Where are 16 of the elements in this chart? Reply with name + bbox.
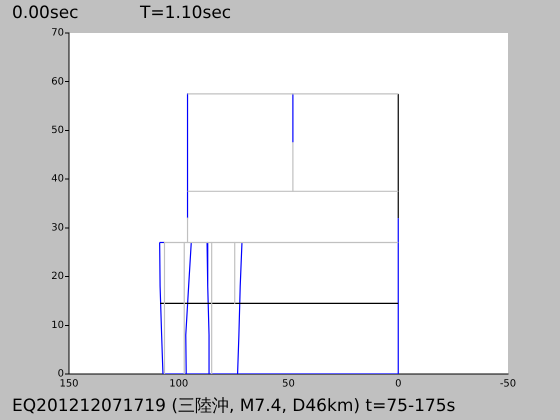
- x-tick-label: 50: [282, 378, 295, 390]
- text: 0.00sec: [12, 3, 79, 23]
- y-tick-label: 20: [51, 271, 64, 282]
- x-tick-label: 100: [169, 378, 188, 390]
- text: EQ201212071719 (三陸沖, M7.4, D46km) t=75-175s: [12, 395, 456, 417]
- x-tick-label: -50: [500, 378, 516, 390]
- y-tick-label: 60: [51, 76, 64, 88]
- x-tick-label: 150: [59, 378, 79, 390]
- y-tick-label: 0: [58, 368, 64, 380]
- chart-title: T=1.10sec: [140, 3, 232, 23]
- y-tick-label: 10: [51, 320, 64, 331]
- y-tick-label: 40: [51, 174, 64, 185]
- y-tick-label: 30: [51, 222, 64, 234]
- x-tick-label: 0: [395, 378, 402, 390]
- y-tick-label: 70: [51, 28, 64, 39]
- y-tick-label: 50: [51, 125, 64, 136]
